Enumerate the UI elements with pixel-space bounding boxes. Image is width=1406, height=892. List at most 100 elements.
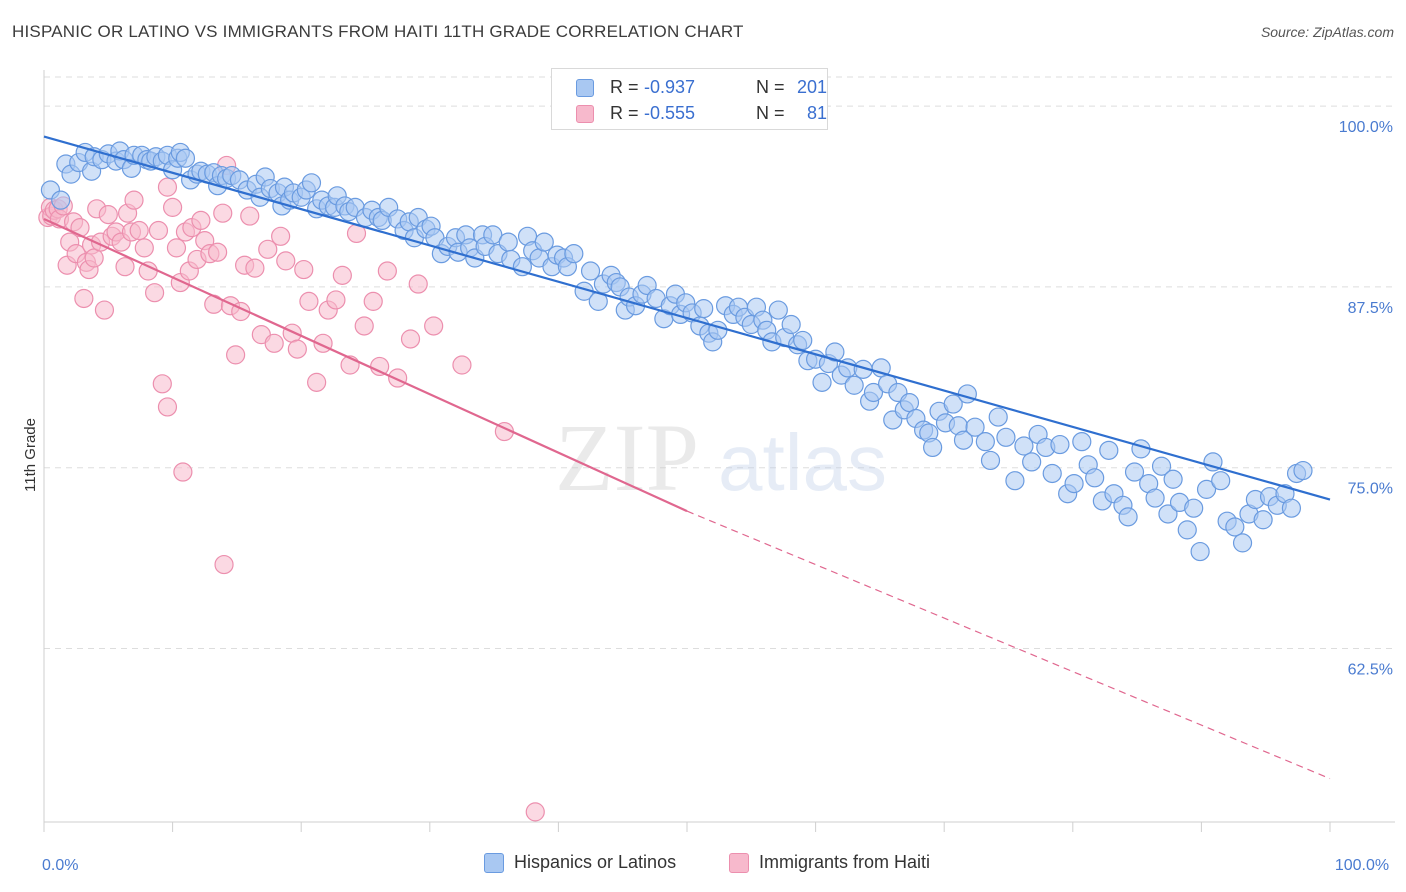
hispanic-point (1163, 469, 1183, 489)
haiti-point (332, 265, 352, 285)
hispanic-point (1158, 504, 1178, 524)
hispanic-point (1064, 474, 1084, 494)
legend-swatch-blue (576, 79, 594, 97)
hispanic-point (301, 173, 322, 193)
hispanic-point (980, 450, 1001, 471)
haiti-point (124, 190, 144, 210)
n-label: N = (756, 103, 785, 123)
haiti-point (226, 345, 246, 365)
y-tick-label: 100.0% (1339, 119, 1393, 136)
hispanic-point (1005, 471, 1025, 491)
hispanic-point (1211, 471, 1231, 491)
n-label: N = (756, 77, 785, 97)
haiti-point (408, 274, 428, 294)
haiti-point (144, 283, 165, 303)
hispanic-point (1072, 432, 1092, 452)
hispanic-point (953, 430, 974, 450)
haiti-point (264, 333, 284, 353)
haiti-point (287, 339, 307, 359)
haiti-point (129, 220, 149, 241)
haiti-point (138, 261, 158, 281)
haiti-point (148, 220, 169, 241)
watermark-atlas: atlas (718, 418, 887, 507)
legend-label-hispanic: Hispanics or Latinos (514, 852, 677, 872)
hispanic-point (957, 384, 977, 404)
haiti-trend-extension (686, 510, 1331, 780)
hispanic-point (51, 190, 71, 210)
haiti-point (173, 462, 193, 482)
haiti-point (157, 177, 178, 197)
hispanic-point (1177, 520, 1197, 540)
haiti-point (363, 291, 383, 311)
hispanic-point (1225, 517, 1245, 537)
hispanic-point (996, 427, 1016, 447)
y-tick-label: 62.5% (1348, 661, 1393, 678)
haiti-point (152, 374, 172, 394)
hispanic-point (564, 244, 584, 264)
haiti-point (98, 205, 118, 225)
hispanic-point (812, 372, 832, 392)
haiti-point (213, 203, 233, 223)
grid-lines (44, 76, 1395, 649)
hispanic-point (965, 417, 985, 437)
legend-swatch-pink (729, 853, 749, 873)
hispanic-point (1293, 460, 1313, 481)
r-label: R = (610, 103, 639, 123)
hispanic-point (1190, 541, 1210, 562)
haiti-point (276, 251, 296, 271)
hispanic-point (1085, 468, 1105, 488)
n-value: 81 (806, 103, 827, 123)
hispanic-point (1281, 498, 1302, 518)
haiti-point (245, 258, 265, 278)
x-tick-label: 100.0% (1335, 857, 1389, 874)
hispanic-point (483, 225, 503, 245)
legend-swatch-pink (576, 105, 594, 123)
source-label[interactable]: Source: ZipAtlas.com (1260, 24, 1394, 40)
haiti-point (240, 206, 260, 226)
trend-lines (43, 135, 1331, 780)
haiti-point (191, 210, 211, 230)
hispanic-point (1196, 479, 1217, 499)
haiti-point (271, 226, 291, 246)
haiti-point (166, 238, 187, 258)
haiti-point (157, 397, 178, 417)
hispanic-point (1099, 440, 1119, 460)
r-value: -0.937 (644, 77, 696, 97)
r-value: -0.555 (644, 103, 696, 123)
hispanic-point (1050, 434, 1070, 455)
haiti-point (208, 242, 228, 262)
haiti-point (377, 261, 397, 281)
stats-legend: R = -0.937 N = 201 R = -0.555 N = 81 (551, 68, 828, 130)
haiti-point (388, 368, 408, 388)
hispanic-point (988, 407, 1008, 427)
haiti-point (282, 323, 302, 343)
hispanic-point (923, 437, 943, 458)
hispanic-point (1203, 452, 1223, 472)
hispanic-point (781, 314, 801, 335)
hispanic-point (844, 375, 864, 395)
chart-title: HISPANIC OR LATINO VS IMMIGRANTS FROM HA… (12, 22, 744, 41)
y-tick-label: 87.5% (1348, 300, 1393, 317)
haiti-point (163, 197, 183, 217)
n-value: 201 (796, 77, 827, 97)
hispanic-point (1124, 462, 1145, 482)
haiti-point (326, 290, 346, 310)
hispanic-trend-line (43, 135, 1331, 501)
hispanic-point (943, 394, 963, 414)
haiti-point (214, 554, 234, 575)
watermark: ZIP atlas (555, 404, 887, 511)
haiti-trend-line (43, 217, 688, 513)
hispanic-point (768, 300, 788, 320)
watermark-zip: ZIP (555, 404, 699, 511)
hispanic-point (534, 232, 554, 252)
y-axis-label: 11th Grade (22, 418, 39, 492)
haiti-point (74, 288, 94, 309)
hispanic-point (863, 382, 884, 403)
legend-swatch-blue (484, 853, 504, 873)
hispanic-point (1151, 456, 1172, 476)
hispanic-point (1014, 436, 1034, 456)
haiti-point (115, 257, 135, 277)
hispanic-point (1184, 498, 1204, 518)
haiti-point (424, 316, 444, 336)
